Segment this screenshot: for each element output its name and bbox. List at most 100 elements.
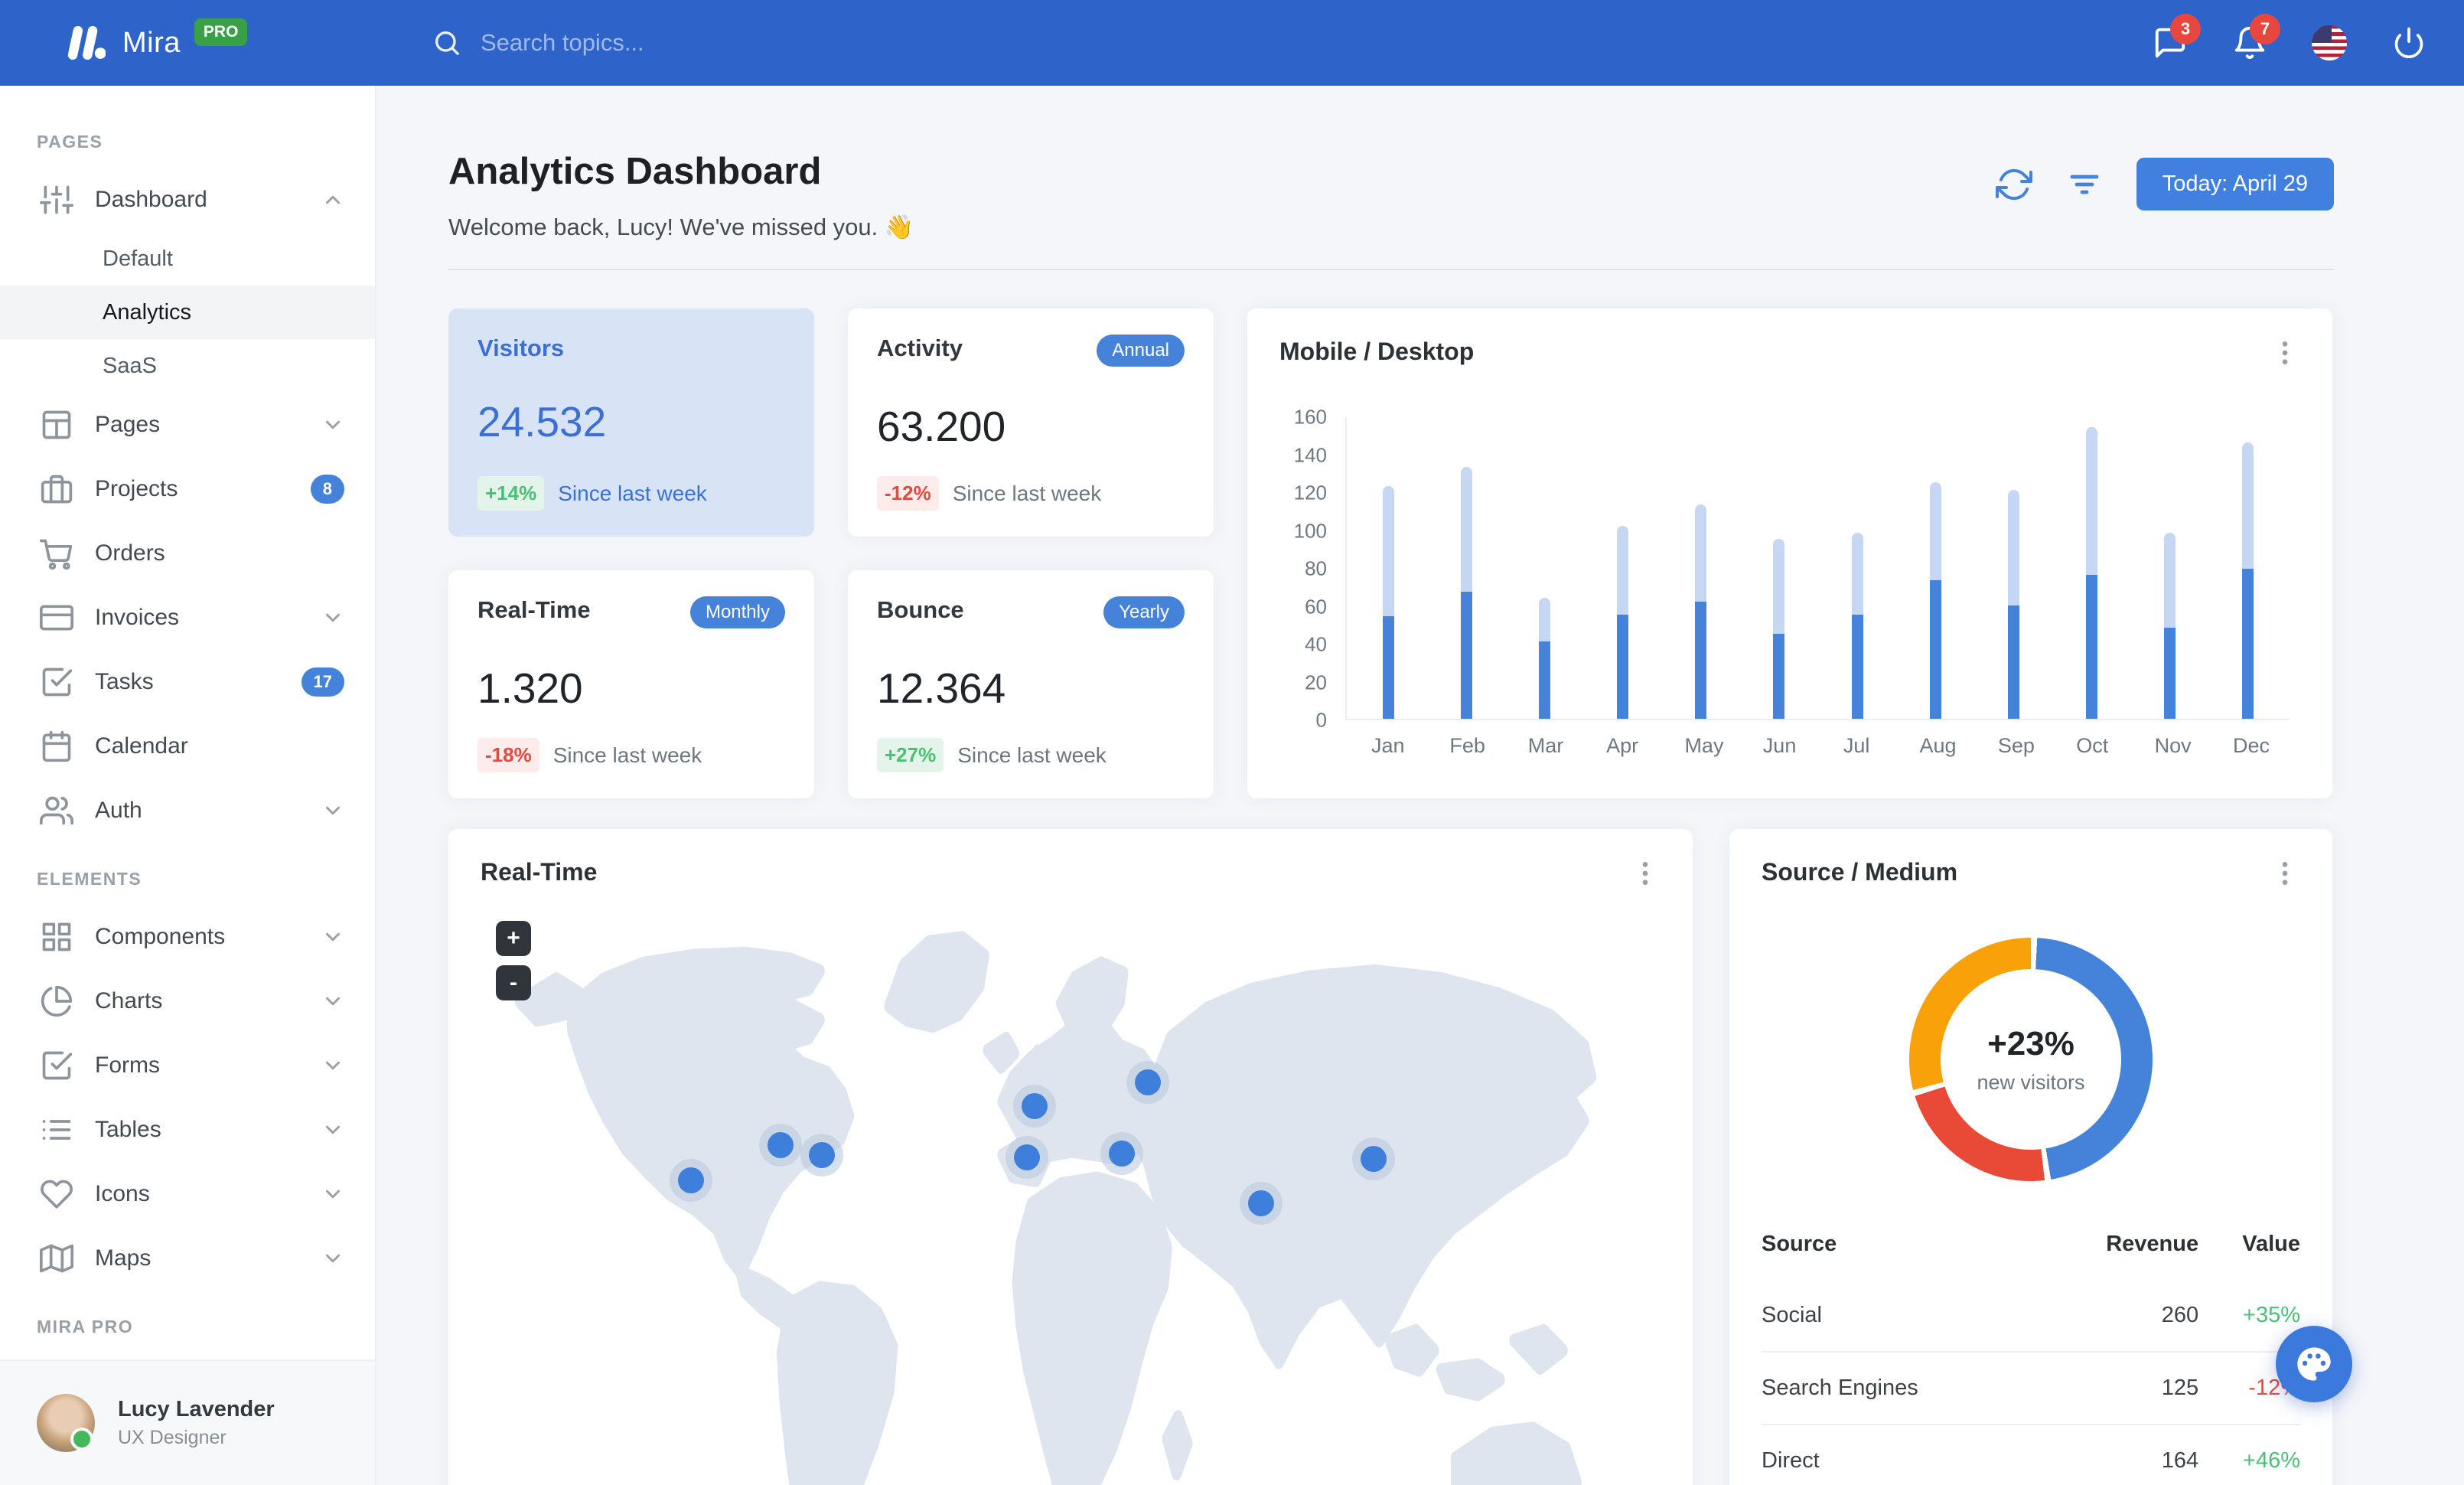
bar-jul[interactable] (1842, 417, 1872, 719)
more-vertical-icon[interactable] (2270, 858, 2300, 889)
map-marker-london[interactable] (1022, 1092, 1048, 1119)
refresh-icon[interactable] (1995, 166, 2032, 203)
map-marker-madrid[interactable] (1013, 1144, 1040, 1170)
stat-title: Bounce (877, 596, 964, 623)
bar-nov[interactable] (2155, 417, 2185, 719)
sidebar-item-label: Components (95, 924, 226, 949)
donut-center-caption: new visitors (1977, 1070, 2085, 1094)
bar-oct[interactable] (2077, 417, 2107, 719)
heart-icon (40, 1177, 73, 1211)
sidebar-item-pages[interactable]: Pages (0, 393, 375, 457)
realtime-map-card: Real-Time + - (448, 829, 1693, 1485)
map-marker-us-west[interactable] (678, 1167, 705, 1193)
sidebar-item-calendar[interactable]: Calendar (0, 714, 375, 778)
sidebar-item-charts[interactable]: Charts (0, 969, 375, 1033)
bar-chart-y-axis: 0 20 40 60 80 100 120 140 160 (1279, 406, 1327, 732)
world-map[interactable]: + - (476, 909, 1665, 1485)
table-header-revenue: Revenue (2106, 1232, 2199, 1256)
sidebar-item-analytics[interactable]: Analytics (0, 286, 375, 339)
zoom-in-button[interactable]: + (496, 921, 531, 956)
stat-card-activity: Activity Annual 63.200 -12% Since last week (848, 308, 1214, 537)
sidebar-item-projects[interactable]: Projects 8 (0, 457, 375, 521)
sidebar-item-label: Calendar (95, 733, 188, 759)
map-marker-delhi[interactable] (1247, 1190, 1274, 1217)
period-pill-badge[interactable]: Annual (1097, 335, 1185, 367)
period-pill-badge[interactable]: Monthly (689, 596, 785, 628)
sidebar-item-forms[interactable]: Forms (0, 1033, 375, 1098)
zoom-out-button[interactable]: - (496, 965, 531, 1000)
layout-icon (40, 408, 73, 442)
sidebar-user-card[interactable]: Lucy Lavender UX Designer (0, 1359, 375, 1485)
map-marker-us-east[interactable] (809, 1141, 836, 1168)
sidebar-section-label: PAGES (37, 132, 103, 152)
today-button[interactable]: Today: April 29 (2136, 158, 2334, 211)
palette-icon (2294, 1344, 2334, 1384)
x-axis-label: Nov (2154, 734, 2192, 757)
bar-mar[interactable] (1529, 417, 1560, 719)
map-icon (40, 1242, 73, 1275)
y-axis-tick: 80 (1305, 556, 1327, 580)
sidebar-item-label: Pages (95, 412, 161, 437)
stat-caption: Since last week (957, 742, 1107, 767)
more-vertical-icon[interactable] (2270, 338, 2300, 368)
map-marker-moscow[interactable] (1135, 1069, 1161, 1096)
revenue-cell: 125 (2036, 1351, 2199, 1425)
sidebar-item-components[interactable]: Components (0, 905, 375, 969)
welcome-message: Welcome back, Lucy! We've missed you. 👋 (448, 214, 914, 240)
check-square-icon (40, 665, 73, 699)
table-row[interactable]: Search Engines 125 -12% (1762, 1351, 2300, 1425)
table-row[interactable]: Social 260 +35% (1762, 1280, 2300, 1352)
user-role: UX Designer (118, 1427, 227, 1448)
sidebar-item-icons[interactable]: Icons (0, 1162, 375, 1226)
bar-feb[interactable] (1451, 417, 1481, 719)
top-navbar: Mira PRO 3 7 (0, 0, 2464, 86)
bar-sep[interactable] (1998, 417, 2029, 719)
donut-center-value: +23% (1987, 1024, 2075, 1062)
bar-segment-mobile (1382, 616, 1394, 719)
brand[interactable]: Mira PRO (0, 18, 376, 60)
notifications-button[interactable]: 7 (2230, 14, 2280, 63)
theme-settings-fab[interactable] (2276, 1326, 2352, 1402)
stat-value: 24.532 (477, 398, 607, 445)
more-vertical-icon[interactable] (1630, 858, 1661, 889)
bar-segment-mobile (1773, 633, 1785, 719)
header-divider (448, 269, 2334, 270)
map-marker-istanbul[interactable] (1108, 1140, 1135, 1167)
map-marker-us-central[interactable] (767, 1131, 794, 1158)
value-cell: +46% (2198, 1424, 2300, 1485)
map-marker-beijing[interactable] (1361, 1145, 1387, 1172)
table-row[interactable]: Direct 164 +46% (1762, 1424, 2300, 1485)
x-axis-label: Jun (1762, 734, 1797, 757)
bar-segment-mobile (1538, 641, 1550, 719)
header-actions: Today: April 29 (1995, 158, 2334, 211)
sidebar-item-auth[interactable]: Auth (0, 778, 375, 843)
search-input[interactable] (481, 29, 970, 57)
sidebar-item-default[interactable]: Default (103, 246, 173, 271)
period-pill-badge[interactable]: Yearly (1103, 596, 1185, 628)
bar-segment-desktop (2164, 533, 2176, 628)
sidebar-item-dashboard[interactable]: Dashboard (0, 168, 375, 232)
sidebar-item-tasks[interactable]: Tasks 17 (0, 650, 375, 714)
sidebar-item-invoices[interactable]: Invoices (0, 586, 375, 650)
signout-button[interactable] (2389, 23, 2429, 63)
stat-caption: Since last week (952, 481, 1102, 505)
bar-segment-desktop (2007, 489, 2019, 605)
bar-jan[interactable] (1373, 417, 1403, 719)
map-card-title: Real-Time (481, 858, 598, 886)
bar-jun[interactable] (1764, 417, 1794, 719)
bar-apr[interactable] (1608, 417, 1638, 719)
stat-value: 63.200 (877, 403, 1006, 450)
sidebar-item-maps[interactable]: Maps (0, 1226, 375, 1291)
sidebar-item-orders[interactable]: Orders (0, 521, 375, 586)
bar-may[interactable] (1686, 417, 1716, 719)
bar-aug[interactable] (1920, 417, 1951, 719)
bar-dec[interactable] (2233, 417, 2264, 719)
sidebar-section-label: MIRA PRO (37, 1317, 134, 1336)
language-button[interactable] (2309, 23, 2349, 63)
sidebar-item-saas[interactable]: SaaS (103, 353, 157, 378)
filter-icon[interactable] (2066, 166, 2103, 203)
sidebar-item-tables[interactable]: Tables (0, 1098, 375, 1162)
messages-button[interactable]: 3 (2150, 14, 2201, 63)
x-axis-label: Dec (2232, 734, 2270, 757)
y-axis-tick: 160 (1293, 405, 1327, 429)
